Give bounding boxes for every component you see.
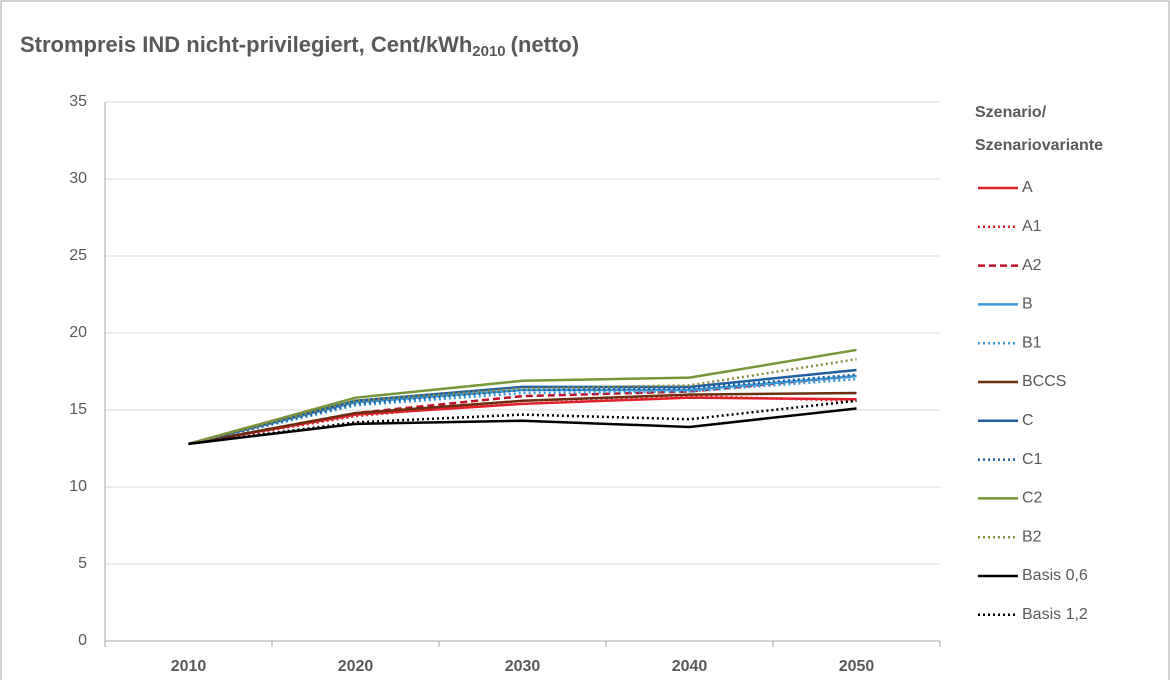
title-subscript: 2010 <box>472 43 505 60</box>
legend-label: A2 <box>1022 257 1042 274</box>
title-main: Strompreis IND nicht-privilegiert, Cent/… <box>20 32 472 57</box>
y-tick-label: 5 <box>78 555 87 572</box>
legend-label: Basis 0,6 <box>1022 567 1088 584</box>
x-tick-label: 2040 <box>672 658 708 675</box>
x-tick-label: 2030 <box>505 658 541 675</box>
legend-label: C <box>1022 412 1034 429</box>
y-tick-label: 20 <box>69 324 87 341</box>
legend-title: Szenariovariante <box>975 137 1103 154</box>
series-line <box>188 391 857 446</box>
legend-label: A <box>1022 179 1033 196</box>
y-tick-label: 15 <box>69 401 87 418</box>
series-line <box>188 377 857 446</box>
legend-label: B2 <box>1022 528 1042 545</box>
legend-label: A1 <box>1022 218 1042 235</box>
y-tick-label: 30 <box>69 170 87 187</box>
legend-label: B1 <box>1022 334 1042 351</box>
legend-label: Basis 1,2 <box>1022 606 1088 623</box>
x-tick-label: 2020 <box>338 658 374 675</box>
y-tick-label: 10 <box>69 478 87 495</box>
legend-label: BCCS <box>1022 373 1066 390</box>
series-line <box>188 399 857 446</box>
series-line <box>188 368 857 446</box>
legend-label: C1 <box>1022 451 1043 468</box>
legend-label: C2 <box>1022 490 1043 507</box>
x-tick-label: 2050 <box>839 658 875 675</box>
y-tick-label: 0 <box>78 632 87 649</box>
title-suffix: (netto) <box>511 32 579 57</box>
series-line <box>188 348 857 446</box>
legend-title: Szenario/ <box>975 104 1047 121</box>
legend-label: B <box>1022 296 1033 313</box>
chart-title: Strompreis IND nicht-privilegiert, Cent/… <box>20 32 579 60</box>
y-tick-label: 25 <box>69 247 87 264</box>
series-line <box>188 407 857 446</box>
x-tick-label: 2010 <box>171 658 207 675</box>
y-tick-label: 35 <box>69 93 87 110</box>
